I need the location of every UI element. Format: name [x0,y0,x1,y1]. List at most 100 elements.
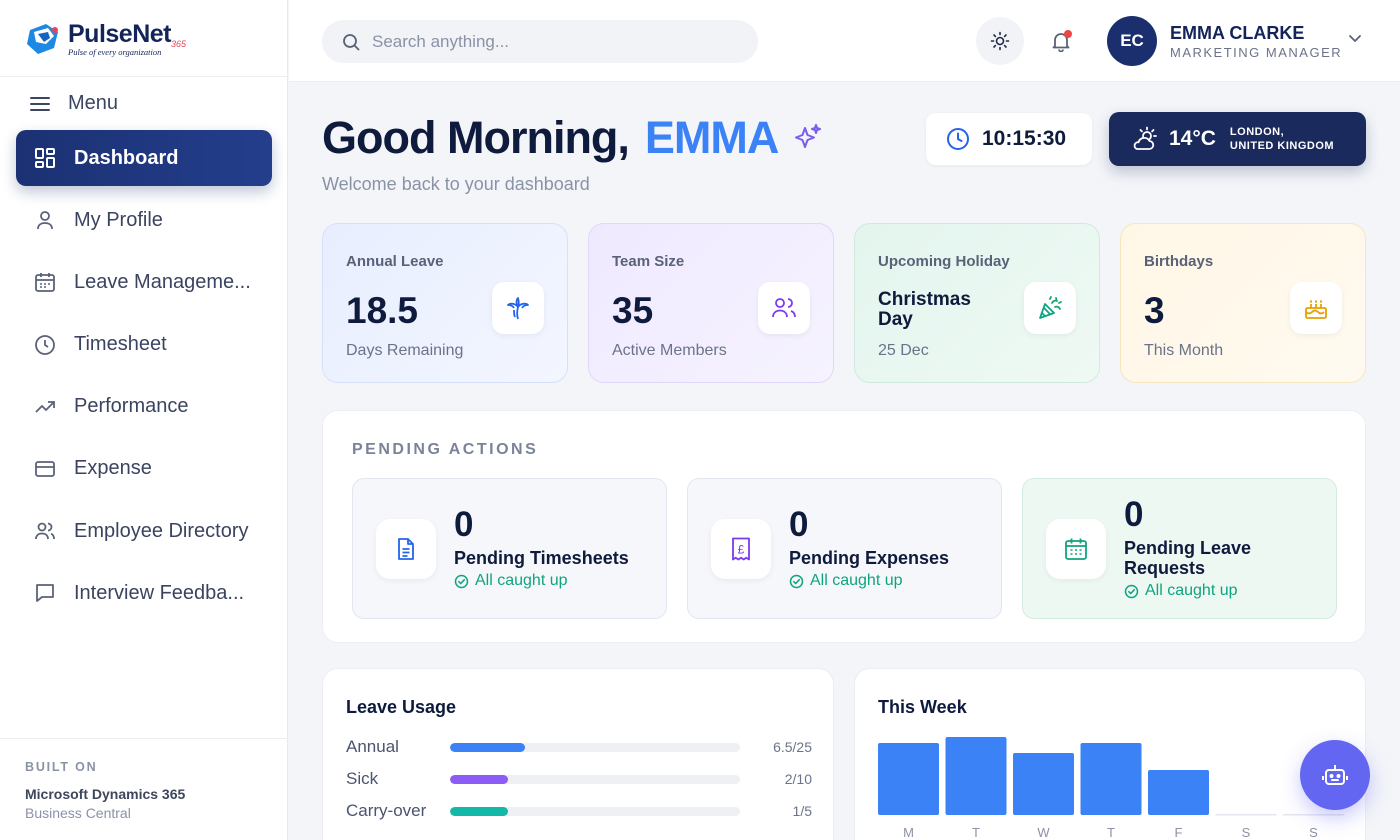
pending-leave-requests-card[interactable]: 0 Pending Leave Requests All caught up [1022,478,1337,619]
clock-icon [947,128,969,150]
bar-4 [1148,770,1209,815]
bar-label-0: M [903,825,914,840]
leave-row-amount: 1/5 [792,803,812,819]
users-icon [35,522,55,540]
dashboard-icon [35,148,55,168]
search-bar[interactable] [322,20,758,63]
bar-6 [1283,814,1344,816]
partly-cloudy-icon [1133,126,1157,150]
sidebar-nav: Dashboard My Profile Leave Manageme... T… [16,130,272,628]
assistant-button[interactable] [1300,740,1370,810]
greeting-subtitle: Welcome back to your dashboard [322,174,590,194]
avatar[interactable]: EC [1107,16,1157,66]
sparkles-icon [795,124,822,148]
stat-value: 18.5 [346,290,419,331]
theme-toggle-button[interactable] [976,17,1024,65]
sidebar-item-label: My Profile [74,208,163,231]
logo-mark-icon [24,22,62,56]
sidebar-item-employee-directory[interactable]: Employee Directory [16,503,272,559]
menu-label: Menu [68,92,119,114]
stat-label: Upcoming Holiday [878,253,1010,270]
leave-progress-fill [450,774,508,784]
pending-status-text: All caught up [475,572,568,589]
bar-3 [1080,743,1142,815]
clock-widget: 10:15:30 [926,113,1092,165]
stat-sub: This Month [1144,342,1224,359]
menu-toggle[interactable]: Menu [30,92,118,115]
sidebar-item-label: Leave Manageme... [74,270,251,293]
this-week-panel: M T W T F S S This Week [854,668,1366,840]
greeting: Good Morning, EMMA [322,112,824,164]
document-icon [376,519,436,579]
clock-time: 10:15:30 [982,127,1067,150]
leave-row-sick: Sick 2/10 [346,768,812,790]
pending-timesheets-card[interactable]: 0 Pending Timesheets All caught up [352,478,667,619]
bar-label-6: S [1309,825,1318,840]
weather-temp: 14°C [1169,127,1216,150]
leave-row-amount: 6.5/25 [773,739,812,755]
pending-status: All caught up [454,572,568,590]
sidebar-item-dashboard[interactable]: Dashboard [16,130,272,186]
weather-widget: 14°C LONDON, UNITED KINGDOM [1109,112,1366,166]
search-input[interactable] [372,31,732,52]
bell-icon [1052,33,1070,52]
leave-usage-title: Leave Usage [346,697,457,717]
built-on-edition: Business Central [25,805,131,821]
palm-tree-icon [492,282,544,334]
party-popper-icon [1024,282,1076,334]
bar-label-1: T [972,825,980,840]
sidebar-item-performance[interactable]: Performance [16,379,272,435]
bar-1 [945,737,1007,815]
leave-row-annual: Annual 6.5/25 [346,736,812,758]
sidebar-item-label: Timesheet [74,333,167,356]
sun-icon [990,31,1010,51]
notifications-button[interactable] [1037,17,1085,65]
pending-title: Pending Leave Requests [1124,538,1252,578]
built-on-label: BUILT ON [25,760,98,774]
built-on-product: Microsoft Dynamics 365 [25,786,186,802]
bar-label-5: S [1242,825,1251,840]
sidebar-item-timesheet[interactable]: Timesheet [16,317,272,373]
built-divider [0,738,288,739]
logo[interactable]: PulseNet365 Pulse of every organization [24,20,186,57]
bar-0 [878,743,939,815]
sidebar-item-interview-feedback[interactable]: Interview Feedba... [16,565,272,621]
credit-card-icon [35,461,55,477]
check-circle-icon [1124,584,1139,598]
pending-title: Pending Expenses [789,548,950,568]
weather-location: LONDON, UNITED KINGDOM [1230,125,1334,153]
user-name[interactable]: EMMA CLARKE [1170,23,1305,43]
chevron-down-icon[interactable] [1347,30,1363,46]
stat-value: 35 [612,290,654,331]
sidebar-item-my-profile[interactable]: My Profile [16,192,272,248]
pending-expenses-card[interactable]: £ 0 Pending Expenses All caught up [687,478,1002,619]
pending-status: All caught up [789,572,903,590]
message-icon [36,584,54,603]
bar-2 [1013,753,1074,815]
leave-usage-panel: Leave Usage Annual 6.5/25 Sick 2/10 Carr… [322,668,834,840]
leave-row-label: Carry-over [346,801,427,820]
pending-count: 0 [789,505,809,544]
sidebar-item-label: Employee Directory [74,519,249,542]
hamburger-icon [30,96,50,111]
stat-label: Birthdays [1144,253,1214,270]
stat-card-birthdays[interactable]: Birthdays 3 This Month [1120,223,1366,383]
clock-icon [35,334,55,355]
stat-value: 3 [1144,290,1165,331]
logo-suffix: 365 [170,39,187,49]
pending-title: Pending Timesheets [454,548,629,568]
svg-text:£: £ [738,543,745,557]
stat-card-team-size[interactable]: Team Size 35 Active Members [588,223,834,383]
sidebar-item-label: Performance [74,395,189,418]
stat-card-upcoming-holiday[interactable]: Upcoming Holiday Christmas Day 25 Dec [854,223,1100,383]
sidebar-item-leave-management[interactable]: Leave Manageme... [16,254,272,310]
logo-tagline: Pulse of every organization [68,47,162,57]
pending-status-text: All caught up [1145,582,1238,599]
sidebar-divider [0,76,288,77]
sidebar-item-expense[interactable]: Expense [16,441,272,497]
pending-status: All caught up [1124,582,1238,600]
stat-sub: Active Members [612,342,727,359]
pending-count: 0 [454,505,474,544]
stat-card-annual-leave[interactable]: Annual Leave 18.5 Days Remaining [322,223,568,383]
